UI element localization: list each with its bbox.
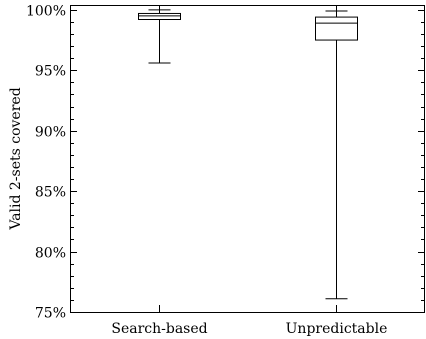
y-tick-label: 75%: [35, 306, 66, 322]
x-axis-labels: Search-based Unpredictable: [111, 5, 387, 337]
y-tick-label: 85%: [35, 185, 66, 201]
y-tick-label: 80%: [35, 246, 66, 262]
iqr-box: [138, 12, 181, 21]
plot-frame: [70, 5, 425, 313]
y-tick-label: 90%: [35, 125, 66, 141]
box-unpredictable: [315, 10, 358, 300]
y-axis-title: Valid 2-sets covered: [8, 87, 24, 230]
y-tick-label: 95%: [35, 64, 66, 80]
box-search-based: [138, 9, 181, 64]
boxes: [138, 9, 358, 300]
category-label: Search-based: [111, 321, 207, 337]
y-tick-label: 100%: [26, 4, 66, 20]
iqr-box: [315, 16, 358, 41]
category-label: Unpredictable: [286, 321, 388, 337]
y-axis-ticks: 75% 80% 85% 90% 95% 100%: [26, 4, 425, 322]
